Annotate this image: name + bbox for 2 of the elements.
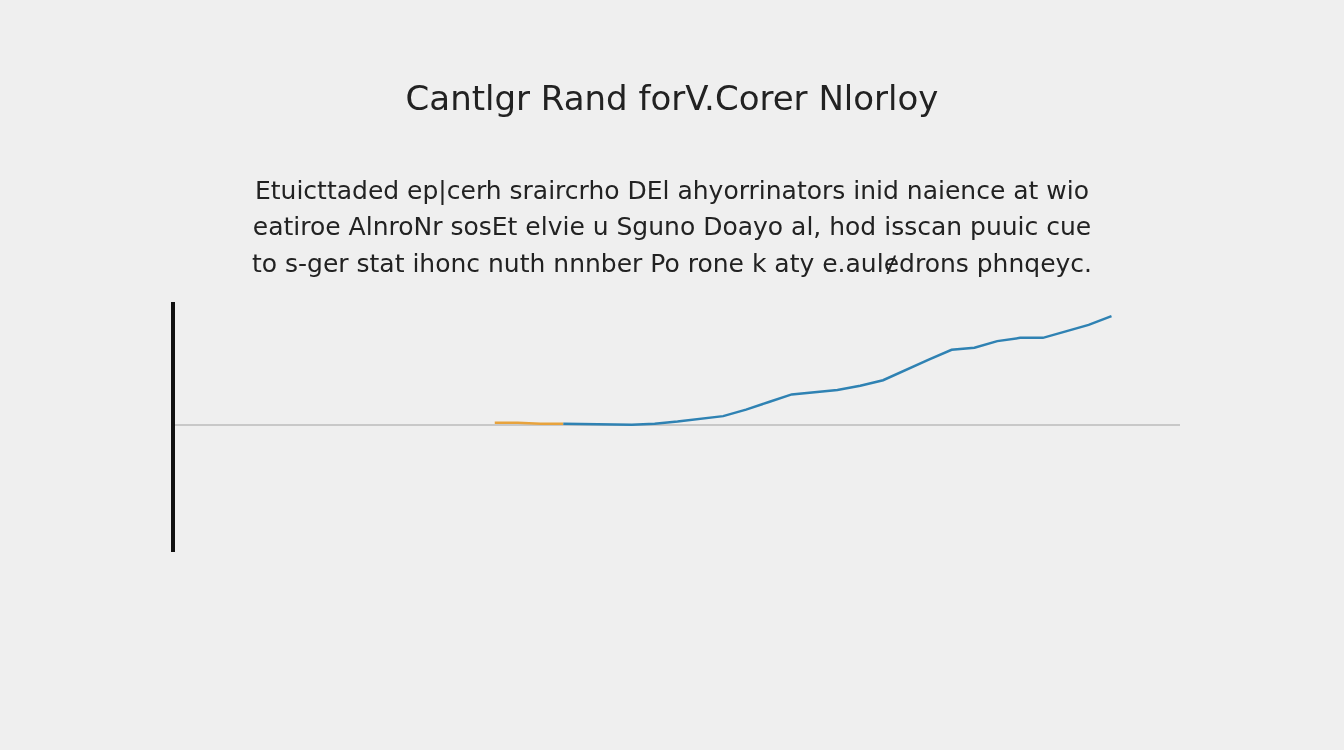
chart-subtitle: Etuicttaded ep|cerh sraircrho DEl ahyorrinators inid naience at wio eatiroe AlnroNr sosEt elvie u Sguno Doayo al, hod isscan puuic cue to s-ger stat ihonc nuth nnnber Po rone k aty e.aulɇdrons phnqeyc. [250,175,1094,280]
chart-title: Cantlgr Rand forV.Corer Nlorloy [404,78,940,118]
